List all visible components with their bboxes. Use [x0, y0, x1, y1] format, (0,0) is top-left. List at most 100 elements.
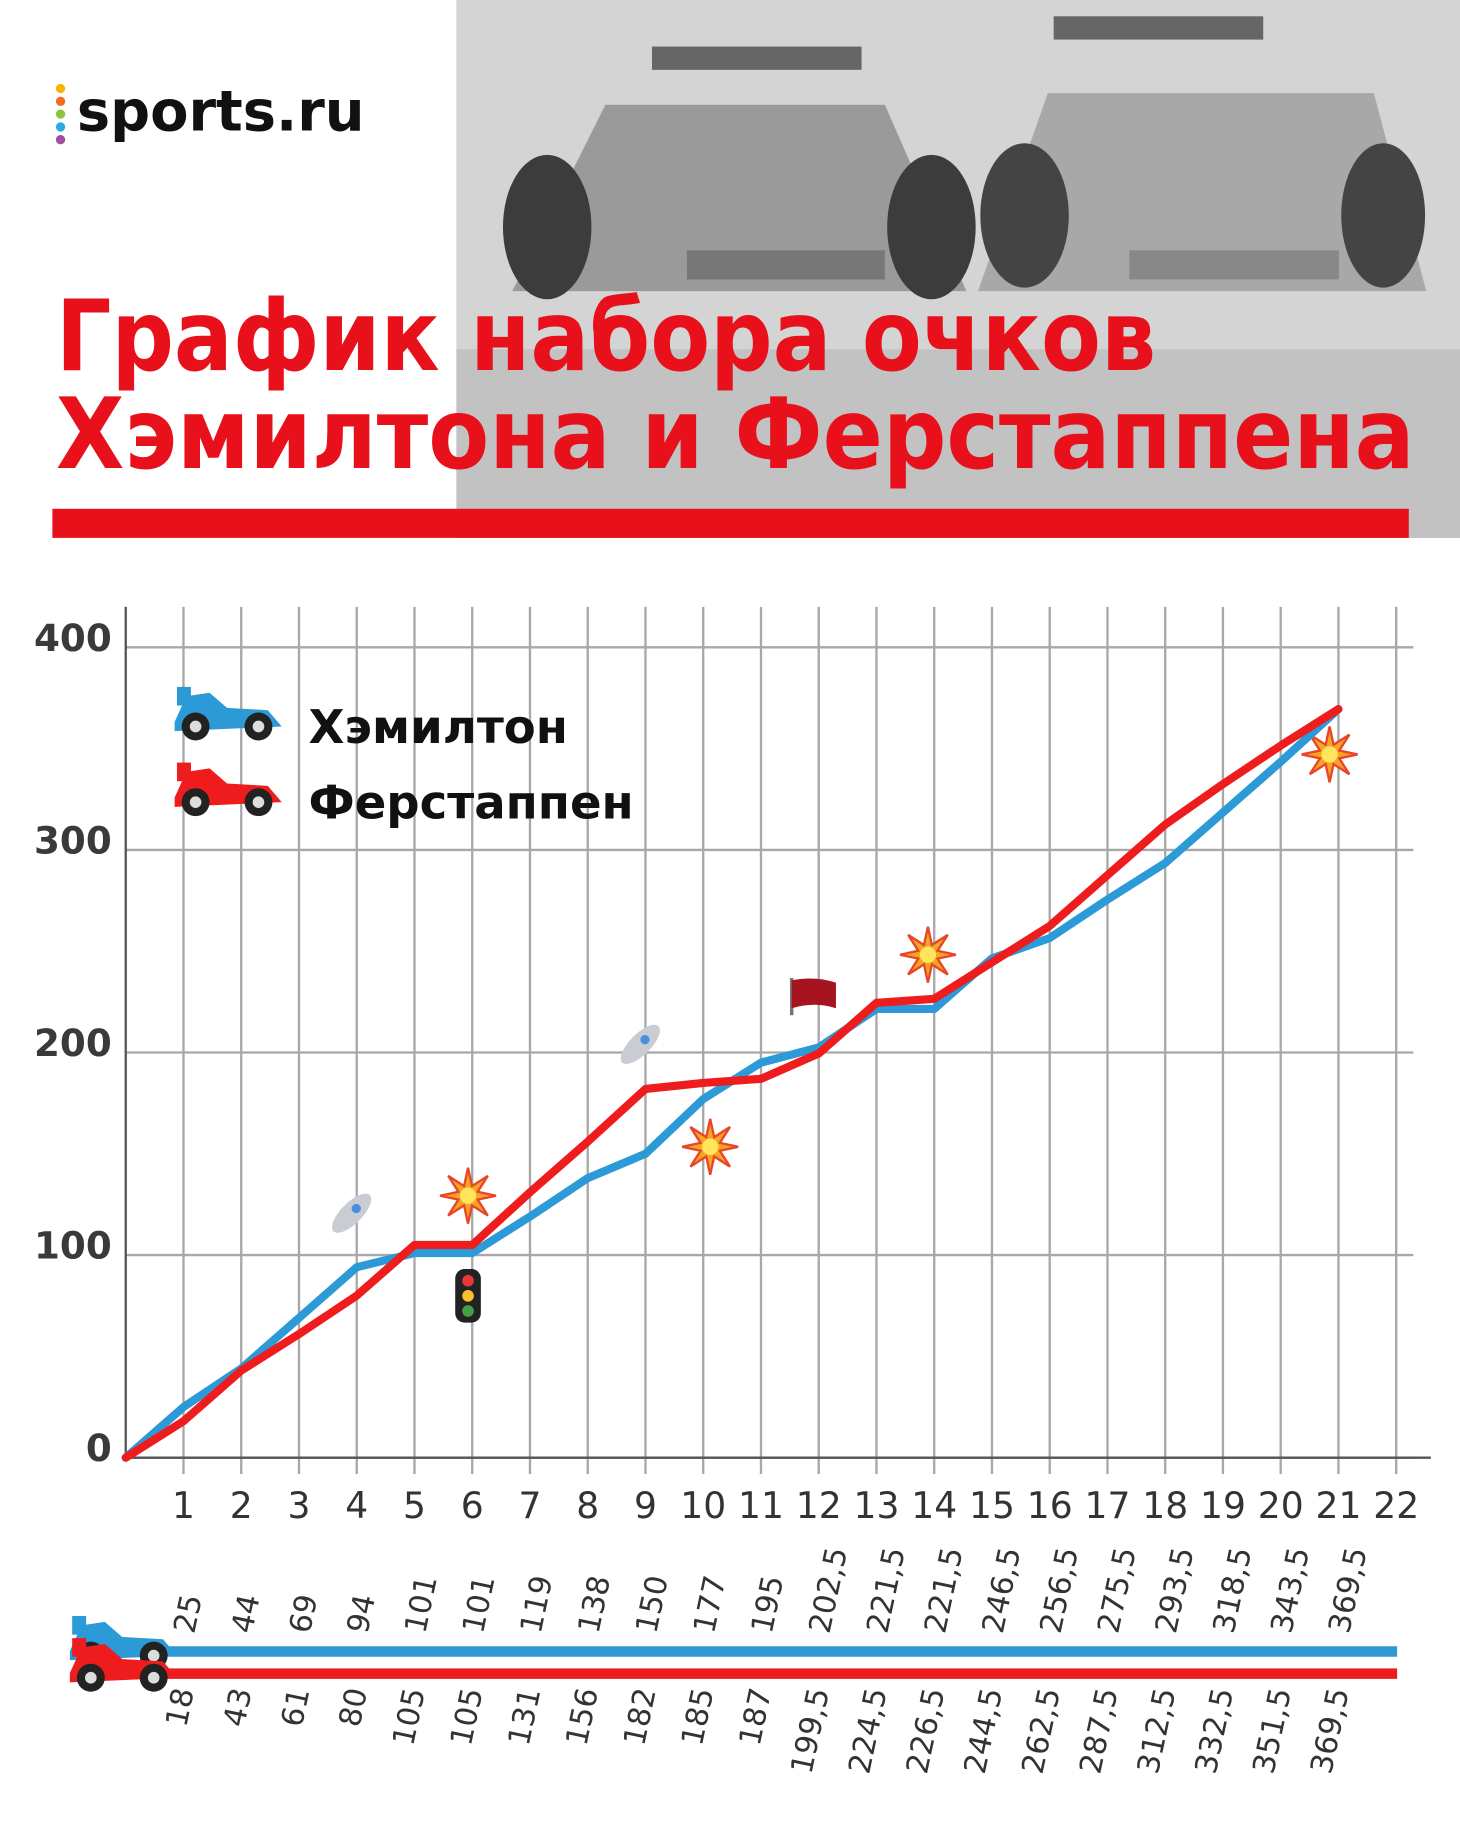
car-icon	[176, 686, 191, 706]
header-photo	[456, 0, 1460, 538]
value-label: 318,5	[1207, 1544, 1259, 1636]
x-tick-label: 15	[969, 1485, 1015, 1527]
x-tick-label: 11	[738, 1485, 784, 1527]
traffic-light	[462, 1274, 474, 1287]
value-label: 351,5	[1247, 1685, 1299, 1777]
x-tick-label: 19	[1200, 1485, 1246, 1527]
legend-label: Хэмилтон	[309, 700, 568, 754]
rocket-window	[640, 1035, 650, 1045]
value-label: 332,5	[1189, 1685, 1241, 1777]
value-label: 43	[217, 1685, 259, 1730]
value-label: 182	[618, 1685, 664, 1749]
value-label: 256,5	[1034, 1544, 1086, 1636]
car-icon	[84, 1671, 97, 1684]
x-tick-label: 8	[576, 1485, 599, 1527]
value-label: 195	[745, 1573, 791, 1637]
value-label: 275,5	[1092, 1544, 1144, 1636]
y-tick-label: 400	[34, 616, 112, 660]
car-icon	[189, 720, 202, 733]
value-label: 202,5	[803, 1544, 855, 1636]
value-label: 101	[456, 1573, 502, 1637]
burst-icon	[702, 1138, 719, 1155]
title-line: Хэмилтона и Ферстаппена	[56, 378, 1415, 492]
car-icon	[176, 762, 191, 782]
value-label: 150	[630, 1573, 676, 1637]
x-tick-label: 10	[680, 1485, 726, 1527]
x-tick-label: 7	[518, 1485, 541, 1527]
x-tick-label: 12	[796, 1485, 842, 1527]
logo: sports.ru	[77, 79, 365, 144]
value-label: 18	[160, 1685, 202, 1730]
y-tick-label: 100	[34, 1224, 112, 1268]
x-tick-label: 16	[1027, 1485, 1073, 1527]
value-label: 369,5	[1305, 1685, 1357, 1777]
legend-label: Ферстаппен	[309, 775, 634, 829]
car-icon	[189, 796, 202, 809]
value-label: 244,5	[958, 1685, 1010, 1777]
title-line: График набора очков	[56, 280, 1156, 394]
value-label: 25	[168, 1591, 210, 1636]
value-label: 246,5	[976, 1544, 1028, 1636]
value-label: 221,5	[861, 1544, 913, 1636]
x-tick-label: 4	[345, 1485, 368, 1527]
car-icon	[72, 1616, 87, 1635]
value-label: 185	[675, 1685, 721, 1749]
burst-icon	[459, 1187, 477, 1204]
y-tick-label: 300	[34, 818, 112, 862]
value-label: 187	[733, 1685, 779, 1749]
y-tick-label: 0	[86, 1426, 112, 1470]
value-label: 119	[514, 1573, 560, 1637]
x-tick-label: 22	[1373, 1485, 1419, 1527]
value-label: 177	[687, 1573, 733, 1637]
value-label: 138	[572, 1573, 618, 1637]
series-line	[121, 705, 1343, 1462]
value-label: 343,5	[1265, 1544, 1317, 1636]
value-label: 80	[333, 1685, 375, 1730]
x-tick-label: 6	[461, 1485, 484, 1527]
value-label: 44	[225, 1591, 267, 1636]
x-tick-label: 18	[1142, 1485, 1188, 1527]
title-underline	[52, 508, 1409, 538]
x-tick-label: 3	[288, 1485, 311, 1527]
car-icon	[147, 1649, 160, 1662]
value-label: 94	[341, 1591, 383, 1636]
car-icon	[147, 1671, 160, 1684]
value-label: 224,5	[843, 1685, 895, 1777]
value-label: 61	[275, 1685, 317, 1730]
burst-icon	[1321, 746, 1338, 763]
y-tick-label: 200	[34, 1021, 112, 1065]
x-tick-label: 1	[172, 1485, 195, 1527]
x-tick-label: 9	[634, 1485, 657, 1527]
value-label: 312,5	[1131, 1685, 1183, 1777]
value-label: 199,5	[785, 1685, 837, 1777]
x-tick-label: 17	[1084, 1485, 1130, 1527]
logo-dots	[55, 83, 66, 145]
x-tick-label: 20	[1258, 1485, 1304, 1527]
value-label: 105	[387, 1685, 433, 1749]
value-label: 293,5	[1149, 1544, 1201, 1636]
annotation-icons	[332, 726, 1358, 1323]
value-label: 131	[502, 1685, 548, 1749]
x-tick-label: 5	[403, 1485, 426, 1527]
x-tick-label: 2	[230, 1485, 253, 1527]
rocket-icon	[332, 1193, 372, 1233]
value-label: 226,5	[900, 1685, 952, 1777]
x-tick-label: 13	[854, 1485, 900, 1527]
table-bar	[151, 1668, 1398, 1679]
value-label: 156	[560, 1685, 606, 1749]
car-icon	[252, 720, 265, 733]
value-label: 287,5	[1074, 1685, 1126, 1777]
burst-icon	[919, 946, 937, 963]
value-label: 105	[444, 1685, 490, 1749]
table-bar	[151, 1646, 1398, 1657]
value-label: 69	[283, 1591, 325, 1636]
value-label: 369,5	[1323, 1544, 1375, 1636]
value-label: 262,5	[1016, 1685, 1068, 1777]
x-tick-label: 14	[911, 1485, 957, 1527]
flag-icon	[791, 978, 836, 1009]
value-label: 101	[399, 1573, 445, 1637]
car-icon	[72, 1638, 87, 1657]
